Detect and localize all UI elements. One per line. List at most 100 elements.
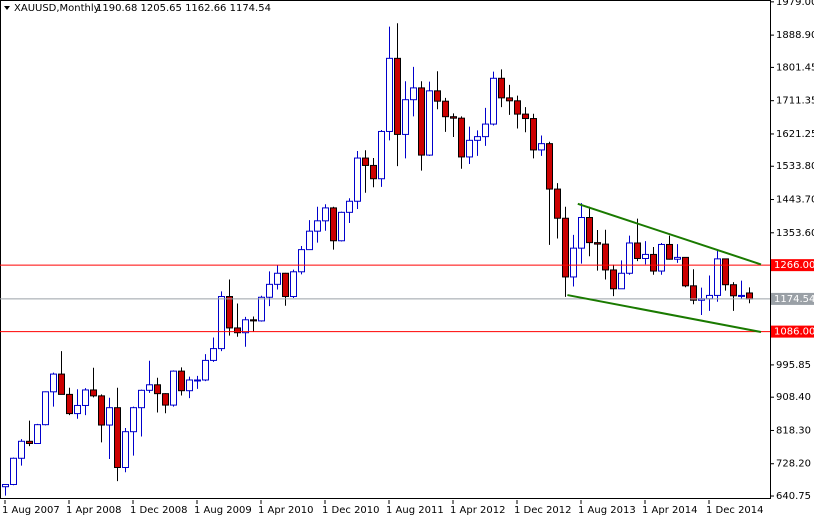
candle-body — [650, 253, 657, 272]
candle-body — [530, 118, 537, 151]
x-tick-label: 1 Dec 2014 — [706, 505, 764, 516]
candle-body — [314, 220, 321, 232]
candle-body — [306, 230, 313, 251]
candle-body — [186, 379, 193, 392]
candle-body — [458, 117, 465, 158]
y-tick-label: 1443.70 — [776, 195, 814, 206]
candle-body — [114, 407, 121, 469]
candle-body — [242, 319, 249, 334]
candle-body — [586, 217, 593, 244]
candle-body — [362, 157, 369, 166]
trendline — [577, 202, 762, 266]
candle-body — [682, 256, 689, 287]
candle-body — [354, 157, 361, 202]
candle-body — [146, 384, 153, 391]
candle-body — [74, 404, 81, 415]
candle-body — [610, 269, 617, 290]
x-tick-label: 1 Apr 2010 — [258, 505, 313, 516]
candle-body — [98, 395, 105, 426]
candle-body — [402, 99, 409, 135]
price-label-box — [771, 292, 814, 305]
x-tick-label: 1 Aug 2007 — [2, 505, 60, 516]
candle-body — [290, 271, 297, 298]
candle-body — [738, 294, 745, 297]
candle-body — [498, 77, 505, 99]
candle-body — [282, 272, 289, 298]
candle-body — [162, 393, 169, 406]
candle-body — [274, 272, 281, 285]
candle-body — [322, 207, 329, 222]
candle-body — [26, 440, 33, 445]
candle-body — [58, 373, 65, 395]
candle-body — [234, 327, 241, 334]
y-tick-label: 818.30 — [776, 425, 811, 436]
candle-body — [10, 457, 17, 485]
candle-body — [450, 116, 457, 119]
candle-body — [122, 431, 129, 469]
y-tick-label: 640.75 — [776, 491, 811, 502]
candle-body — [386, 57, 393, 132]
x-tick-label: 1 Dec 2012 — [514, 505, 572, 516]
candle-body — [594, 242, 601, 245]
candle-body — [714, 258, 721, 296]
candle-body — [18, 440, 25, 459]
candle-body — [170, 370, 177, 406]
candle-body — [506, 97, 513, 102]
x-tick-label: 1 Dec 2010 — [322, 505, 380, 516]
candle-body — [410, 87, 417, 101]
candle-body — [250, 319, 257, 322]
trendline — [567, 294, 762, 333]
x-tick-label: 1 Aug 2013 — [578, 505, 636, 516]
candle-body — [474, 136, 481, 141]
candle-body — [602, 243, 609, 271]
y-tick-label: 1979.00 — [776, 0, 814, 8]
candle-body — [434, 90, 441, 102]
candle-body — [266, 283, 273, 298]
candle-body — [106, 407, 113, 426]
candle-body — [378, 130, 385, 180]
candle-body — [82, 389, 89, 406]
chart-subtitle: 1190.68 1205.65 1162.66 1174.54 — [96, 3, 271, 14]
chart-title: XAUUSD,Monthly — [14, 3, 100, 14]
y-tick-label: 1801.45 — [776, 62, 814, 73]
y-tick-label: 1711.35 — [776, 96, 814, 107]
candle-body — [218, 296, 225, 350]
plot-frame — [0, 0, 771, 499]
candle-body — [154, 384, 161, 395]
price-label-box — [771, 325, 814, 338]
candle-body — [514, 100, 521, 115]
x-tick-label: 1 Dec 2008 — [130, 505, 188, 516]
candle-body — [426, 90, 433, 156]
price-label: 1086.00 — [774, 327, 814, 338]
candle-body — [370, 164, 377, 180]
candle-body — [730, 284, 737, 297]
price-label: 1266.00 — [774, 260, 814, 271]
candle-body — [194, 379, 201, 382]
price-label: 1174.54 — [774, 294, 814, 305]
candle-body — [658, 243, 665, 272]
candle-body — [626, 242, 633, 274]
candle-body — [578, 217, 585, 249]
menu-arrow — [4, 6, 10, 10]
y-tick-label: 728.20 — [776, 459, 811, 470]
candle-body — [90, 389, 97, 397]
y-tick-label: 908.40 — [776, 392, 811, 403]
price-label-box — [771, 259, 814, 272]
candle-body — [482, 123, 489, 138]
candle-body — [722, 258, 729, 286]
y-tick-label: 995.85 — [776, 360, 811, 371]
x-tick-label: 1 Apr 2008 — [66, 505, 121, 516]
candle-body — [346, 200, 353, 213]
candle-body — [546, 143, 553, 190]
candle-body — [418, 87, 425, 156]
candle-body — [706, 294, 713, 300]
candle-body — [210, 348, 217, 361]
y-tick-label: 1533.80 — [776, 161, 814, 172]
y-tick-label: 1621.25 — [776, 129, 814, 140]
candle-body — [690, 285, 697, 301]
candle-body — [338, 211, 345, 242]
candle-body — [442, 100, 449, 118]
candle-body — [554, 188, 561, 219]
candle-body — [538, 143, 545, 151]
